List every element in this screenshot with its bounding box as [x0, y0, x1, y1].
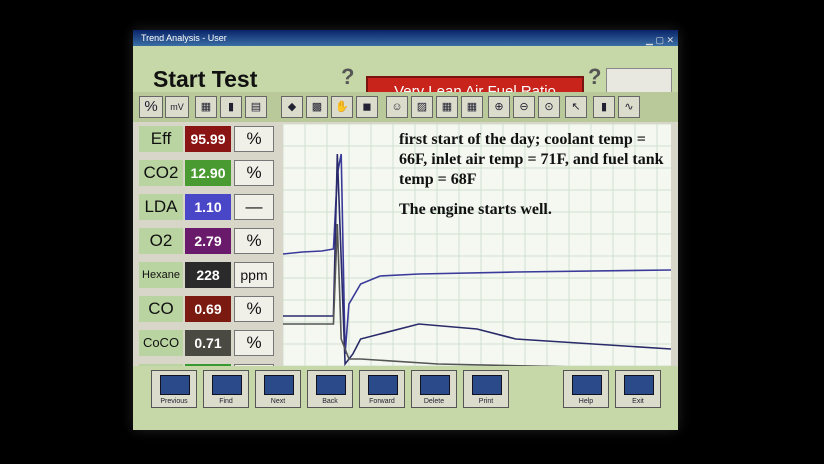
color-bars-icon[interactable]: ▮ [593, 96, 615, 118]
trend-chart: first start of the day; coolant temp = 6… [282, 123, 672, 398]
reading-label: LDA [139, 194, 183, 220]
series-line-2 [283, 223, 672, 370]
reading-row: CO 0.69% [139, 294, 279, 325]
reading-label: Hexane [139, 262, 183, 288]
series-line-1 [283, 153, 672, 367]
reading-value: 0.69 [185, 296, 231, 322]
bottom-button-print[interactable]: Print [463, 370, 509, 408]
reading-row: Eff 95.99% [139, 124, 279, 155]
bottom-button-label: Next [270, 398, 286, 405]
wave-icon[interactable]: ∿ [618, 96, 640, 118]
meter-icon[interactable]: ▩ [306, 96, 328, 118]
reading-unit: % [234, 330, 274, 356]
bottom-button-label: Forward [369, 398, 395, 405]
page-title: Start Test [153, 66, 258, 92]
bottom-button-back[interactable]: Back [307, 370, 353, 408]
note-line-2: The engine starts well. [399, 201, 552, 218]
zoom-in-icon[interactable]: ⊕ [488, 96, 510, 118]
note-line-1: first start of the day; coolant temp = 6… [399, 131, 664, 188]
reading-label: Eff [139, 126, 183, 152]
forward-icon [368, 375, 398, 395]
bottom-button-forward[interactable]: Forward [359, 370, 405, 408]
toolbar: % mV ▦ ▮ ▤ ◆ ▩ ✋ ◼ ☺ ▨ ▦ ▦ ⊕ ⊖ ⊙ ↖ ▮ ∿ [133, 92, 678, 122]
reading-row: O2 2.79% [139, 226, 279, 257]
reading-label: CoCO [139, 330, 183, 356]
reading-unit: — [234, 194, 274, 220]
find-icon [212, 375, 242, 395]
window-controls[interactable]: ▁ ▢ ✕ [646, 35, 674, 45]
reading-value: 228 [185, 262, 231, 288]
grid-icon[interactable]: ▤ [245, 96, 267, 118]
cursor-icon[interactable]: ↖ [565, 96, 587, 118]
print-icon [472, 375, 502, 395]
reading-unit: ppm [234, 262, 274, 288]
units-percent-button[interactable]: % [139, 96, 163, 118]
gauge-icon[interactable]: ▦ [195, 96, 217, 118]
reading-value: 12.90 [185, 160, 231, 186]
readings-panel: Eff 95.99% CO2 12.90% LDA 1.10— O2 2.79% Hexane 2… [139, 124, 279, 400]
reading-row: LDA 1.10— [139, 192, 279, 223]
zoom-fit-icon[interactable]: ⊙ [538, 96, 560, 118]
header-panel: Start Test ? Very Lean Air Fuel Ratio ? [133, 46, 678, 104]
back-icon [316, 375, 346, 395]
chart-notes: first start of the day; coolant temp = 6… [399, 130, 664, 220]
car-icon[interactable]: ◆ [281, 96, 303, 118]
face-icon[interactable]: ☺ [386, 96, 408, 118]
units-mv-button[interactable]: mV [165, 96, 189, 118]
bottom-button-find[interactable]: Find [203, 370, 249, 408]
chart-icon[interactable]: ▨ [411, 96, 433, 118]
exit-icon [624, 375, 654, 395]
bottom-button-label: Print [478, 398, 494, 405]
help-icon[interactable]: ? [341, 64, 355, 89]
table-icon[interactable]: ▦ [436, 96, 458, 118]
bottom-button-exit[interactable]: Exit [615, 370, 661, 408]
reading-unit: % [234, 296, 274, 322]
title-bar: Trend Analysis - User ▁ ▢ ✕ [133, 30, 678, 46]
bottom-button-label: Previous [160, 398, 188, 405]
reading-unit: % [234, 126, 274, 152]
bottom-button-label: Exit [632, 398, 644, 405]
bottom-button-help[interactable]: Help [563, 370, 609, 408]
reading-value: 2.79 [185, 228, 231, 254]
reading-row: Hexane 228 ppm [139, 260, 279, 291]
window-title: Trend Analysis - User [141, 33, 227, 43]
reading-value: 1.10 [185, 194, 231, 220]
previous-icon [160, 375, 190, 395]
table2-icon[interactable]: ▦ [461, 96, 483, 118]
reading-label: CO [139, 296, 183, 322]
bottom-button-label: Back [322, 398, 338, 405]
help-icon [572, 375, 602, 395]
reading-label: CO2 [139, 160, 183, 186]
reading-value: 95.99 [185, 126, 231, 152]
reading-unit: % [234, 160, 274, 186]
zoom-out-icon[interactable]: ⊖ [513, 96, 535, 118]
next-icon [264, 375, 294, 395]
reading-row: CO2 12.90% [139, 158, 279, 189]
monitor-screen: Trend Analysis - User ▁ ▢ ✕ Start Test ?… [133, 30, 678, 430]
bottom-button-label: Find [219, 398, 233, 405]
delete-icon [420, 375, 450, 395]
bottom-button-bar: Previous Find Next Back Forward Delete Print He… [133, 366, 678, 430]
hand-icon[interactable]: ✋ [331, 96, 353, 118]
fuel-icon[interactable]: ◼ [356, 96, 378, 118]
reading-label: O2 [139, 228, 183, 254]
bottom-button-label: Help [578, 398, 594, 405]
help-icon-2[interactable]: ? [588, 64, 602, 89]
bottom-button-delete[interactable]: Delete [411, 370, 457, 408]
reading-row: CoCO 0.71% [139, 328, 279, 359]
reading-unit: % [234, 228, 274, 254]
bars-icon[interactable]: ▮ [220, 96, 242, 118]
bottom-button-previous[interactable]: Previous [151, 370, 197, 408]
bottom-button-label: Delete [423, 398, 445, 405]
bottom-button-next[interactable]: Next [255, 370, 301, 408]
chart-canvas [282, 123, 672, 398]
reading-value: 0.71 [185, 330, 231, 356]
